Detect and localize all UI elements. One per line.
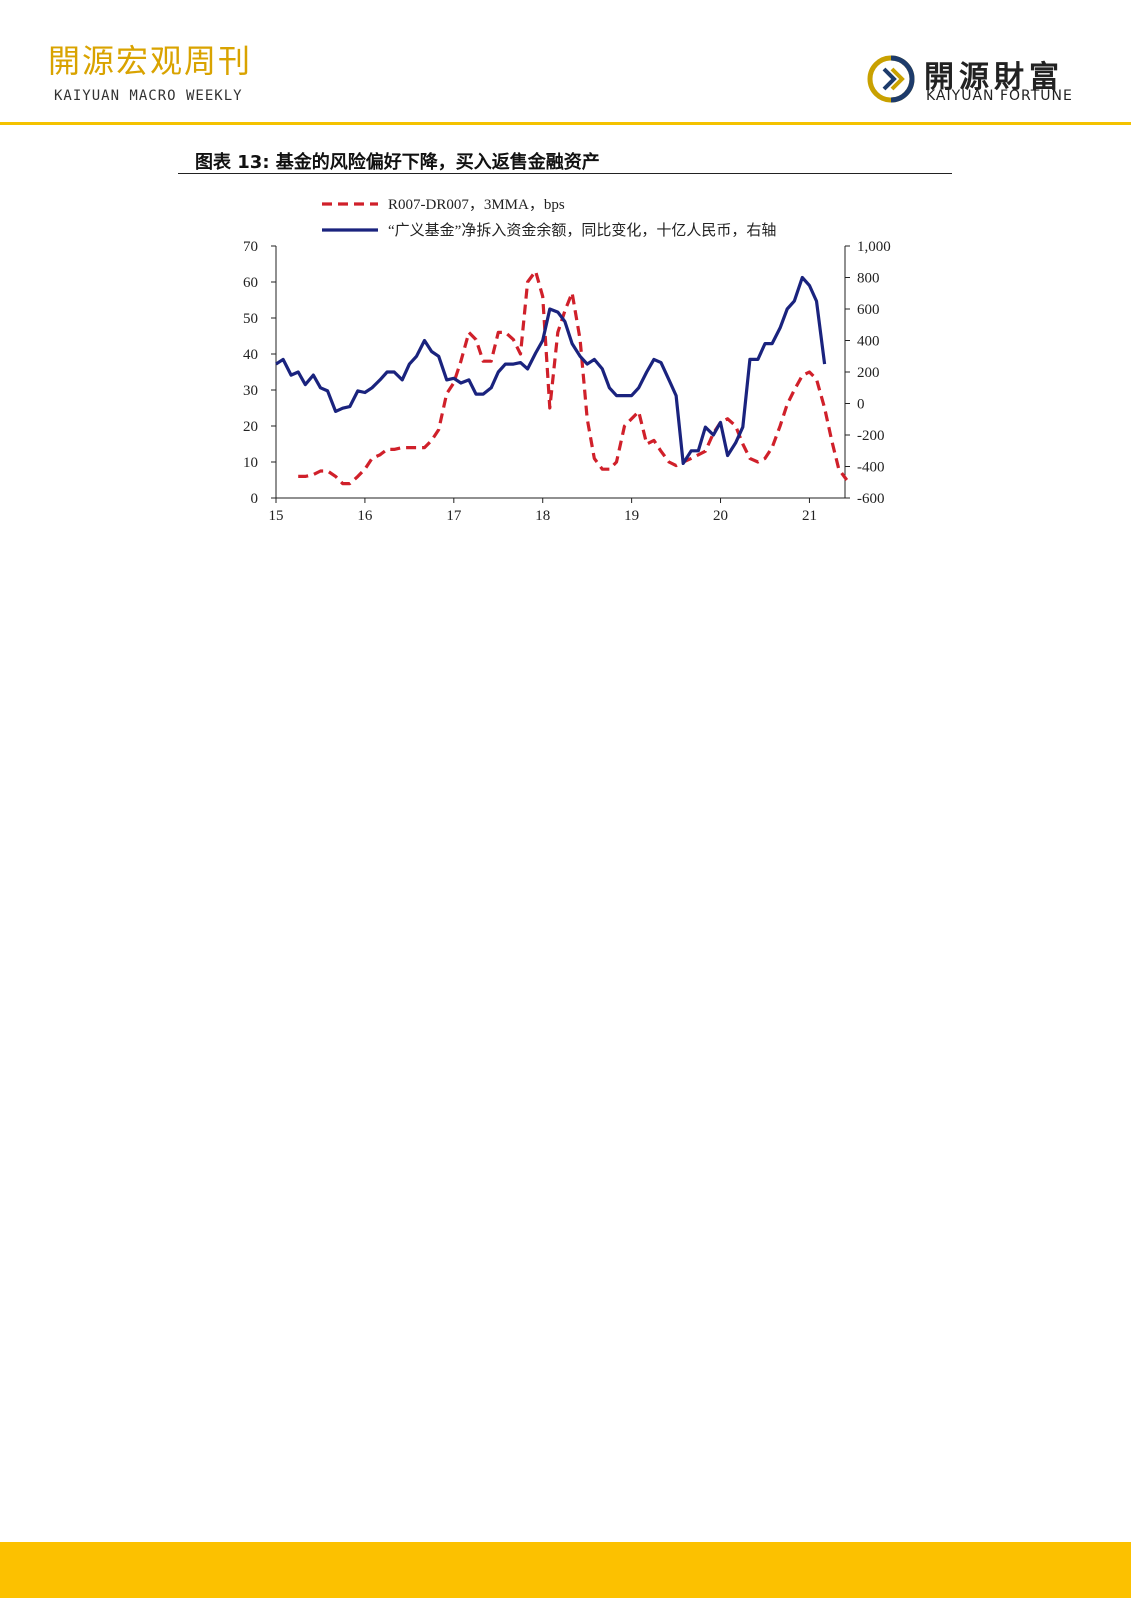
right-tick-label: 800 — [857, 271, 880, 287]
left-tick-label: 70 — [243, 239, 258, 255]
figure-title-rule — [178, 173, 952, 174]
left-tick-label: 40 — [243, 347, 258, 363]
header-divider — [0, 122, 1131, 125]
right-tick-label: -200 — [857, 428, 885, 444]
right-tick-label: 400 — [857, 334, 880, 350]
chart-series — [275, 269, 849, 486]
chart-legend: R007-DR007，3MMA，bps “广义基金”净拆入资金余额，同比变化，十亿… — [322, 197, 776, 239]
report-title: 開源宏观周刊 — [48, 42, 253, 80]
right-tick-label: 1,000 — [857, 239, 891, 255]
legend-label: “广义基金”净拆入资金余额，同比变化，十亿人民币，右轴 — [388, 221, 776, 239]
series-line-r007-dr007 — [298, 269, 849, 486]
figure-title: 图表 13: 基金的风险偏好下降，买入返售金融资产 — [195, 152, 600, 173]
x-tick-label: 16 — [357, 508, 373, 524]
left-tick-label: 60 — [243, 275, 258, 291]
series-line-fund-net-borrowing — [275, 275, 827, 465]
legend-label: R007-DR007，3MMA，bps — [388, 197, 565, 213]
left-tick-label: 10 — [243, 455, 258, 471]
logo-emblem-icon — [867, 55, 915, 103]
x-tick-label: 19 — [624, 508, 639, 524]
right-tick-label: 200 — [857, 365, 880, 381]
right-tick-label: -400 — [857, 460, 885, 476]
right-tick-label: -600 — [857, 491, 885, 507]
logo-name-cn: 開源財富 — [924, 60, 1064, 95]
report-subtitle: KAIYUAN MACRO WEEKLY — [54, 88, 243, 104]
x-tick-label: 21 — [802, 508, 817, 524]
x-tick-label: 17 — [446, 508, 462, 524]
left-tick-label: 30 — [243, 383, 258, 399]
x-tick-label: 18 — [535, 508, 550, 524]
company-logo: 開源財富 KAIYUAN FORTUNE — [866, 52, 1086, 108]
footer-bar — [0, 1542, 1131, 1598]
dual-axis-line-chart: R007-DR007，3MMA，bps “广义基金”净拆入资金余额，同比变化，十亿… — [243, 197, 891, 524]
left-tick-label: 50 — [243, 311, 258, 327]
right-tick-label: 600 — [857, 302, 880, 318]
chart-axes: 70 60 50 40 30 20 10 0 1,000 800 600 400 200 0 -200 -40… — [243, 239, 891, 524]
left-tick-label: 20 — [243, 419, 258, 435]
right-tick-label: 0 — [857, 397, 865, 413]
x-tick-label: 15 — [269, 508, 284, 524]
left-tick-label: 0 — [251, 491, 259, 507]
x-tick-label: 20 — [713, 508, 728, 524]
logo-name-en: KAIYUAN FORTUNE — [926, 88, 1073, 104]
